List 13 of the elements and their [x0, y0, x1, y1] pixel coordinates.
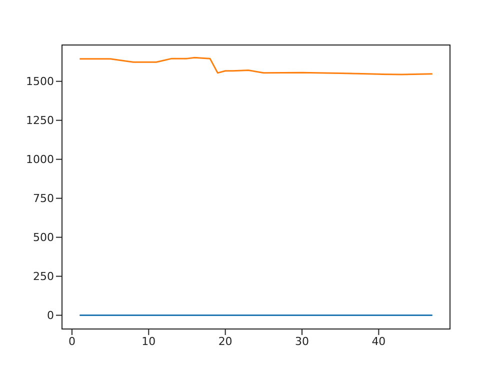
y-tick-label: 0	[47, 309, 54, 322]
x-tick-label: 0	[68, 334, 76, 348]
y-tick-label: 250	[33, 270, 54, 284]
y-tick-label: 1500	[26, 75, 54, 88]
y-tick-label: 750	[33, 192, 54, 206]
line-series	[78, 56, 434, 76]
x-tick-label: 10	[142, 334, 156, 348]
x-tick-label: 20	[218, 334, 232, 348]
y-tick-label: 1000	[26, 153, 54, 166]
x-tick-label: 30	[295, 334, 310, 348]
y-tick-label: 500	[33, 231, 54, 244]
y-tick-label: 1250	[26, 114, 54, 128]
x-tick-label: 40	[372, 334, 386, 348]
